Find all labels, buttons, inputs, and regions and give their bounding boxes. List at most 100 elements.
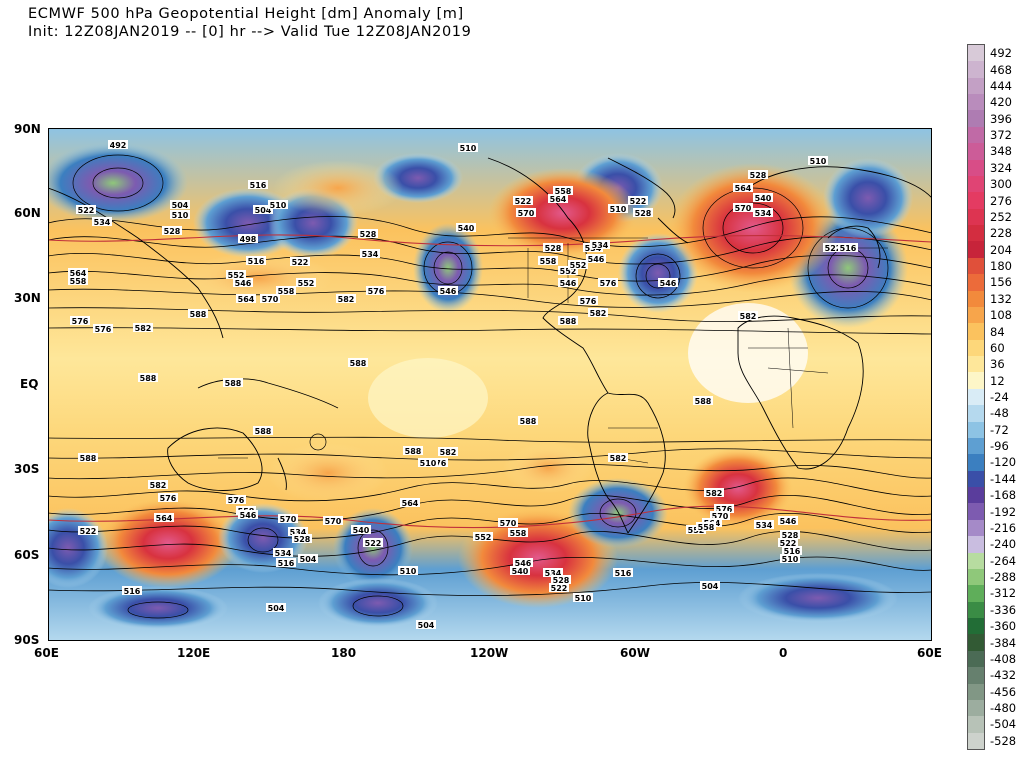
svg-text:558: 558: [278, 287, 295, 296]
colorbar-swatch: [968, 208, 984, 226]
svg-text:522: 522: [630, 197, 647, 206]
contour-label: 540: [351, 525, 371, 535]
svg-text:528: 528: [294, 535, 311, 544]
svg-text:492: 492: [110, 141, 127, 150]
contour-label: 558: [538, 256, 558, 266]
contour-label: 540: [510, 566, 530, 576]
contour-label: 552: [473, 532, 493, 542]
svg-text:546: 546: [515, 559, 532, 568]
colorbar-label: -312: [990, 586, 1017, 601]
svg-text:588: 588: [140, 374, 157, 383]
colorbar-swatch: [968, 437, 984, 455]
contour-label: 546: [513, 558, 533, 568]
colorbar-label: -504: [990, 717, 1017, 732]
svg-text:552: 552: [228, 271, 245, 280]
colorbar-label: 348: [990, 144, 1012, 159]
svg-text:510: 510: [782, 555, 799, 564]
contour-label: 582: [133, 323, 153, 333]
svg-text:510: 510: [270, 201, 287, 210]
contour-label: 510: [808, 156, 828, 166]
reference-contour: [48, 234, 932, 529]
colorbar-label: -120: [990, 455, 1017, 470]
svg-text:564: 564: [550, 195, 567, 204]
contour-label: 534: [543, 568, 563, 578]
contour-label: 588: [138, 373, 158, 383]
colorbar-swatch: [968, 61, 984, 79]
colorbar-label: 492: [990, 46, 1012, 61]
colorbar-label: 36: [990, 357, 1005, 372]
svg-text:510: 510: [460, 144, 477, 153]
svg-text:576: 576: [368, 287, 385, 296]
contour-label: 576: [70, 316, 90, 326]
svg-text:498: 498: [240, 235, 257, 244]
contour-label: 588: [348, 358, 368, 368]
svg-text:516: 516: [840, 244, 857, 253]
contour-label: 588: [188, 309, 208, 319]
colorbar-label: 324: [990, 160, 1012, 175]
colorbar-swatch: [968, 225, 984, 242]
contour-label: 588: [78, 453, 98, 463]
svg-text:504: 504: [702, 582, 719, 591]
svg-text:510: 510: [400, 567, 417, 576]
colorbar-label: 300: [990, 177, 1012, 192]
land-borders: [218, 237, 888, 464]
contour-label: 588: [253, 426, 273, 436]
svg-text:552: 552: [298, 279, 315, 288]
contour-labels: 492 522 534 528 504 510 516 504 510 498 …: [68, 140, 858, 630]
svg-text:558: 558: [698, 523, 715, 532]
svg-text:546: 546: [780, 517, 797, 526]
colorbar-label: 252: [990, 209, 1012, 224]
contour-label: 588: [693, 396, 713, 406]
colorbar-swatch: [968, 683, 984, 701]
colorbar-label: -168: [990, 488, 1017, 503]
svg-text:570: 570: [735, 204, 752, 213]
contour-label: 504: [170, 200, 190, 210]
colorbar-swatch: [968, 274, 984, 292]
colorbar-label: -48: [990, 406, 1009, 421]
svg-text:516: 516: [278, 559, 295, 568]
contour-label: 576: [226, 495, 246, 505]
colorbar-label: -264: [990, 553, 1017, 568]
colorbar-label: -96: [990, 439, 1009, 454]
colorbar-label: 180: [990, 259, 1012, 274]
contour-label: 582: [588, 308, 608, 318]
svg-text:582: 582: [150, 481, 167, 490]
svg-text:546: 546: [588, 255, 605, 264]
lon-label-120w: 120W: [470, 646, 509, 660]
svg-text:582: 582: [740, 312, 757, 321]
contour-label: 540: [753, 193, 773, 203]
svg-text:534: 534: [275, 549, 292, 558]
contour-label: 552: [558, 266, 578, 276]
svg-text:528: 528: [553, 576, 570, 585]
svg-text:534: 534: [755, 209, 772, 218]
svg-text:522: 522: [825, 244, 842, 253]
colorbar-label: 468: [990, 62, 1012, 77]
colorbar-swatch: [968, 454, 984, 472]
contour-label: 516: [613, 568, 633, 578]
svg-text:582: 582: [338, 295, 355, 304]
contour-label: 546: [438, 286, 458, 296]
svg-text:552: 552: [560, 267, 577, 276]
svg-text:510: 510: [172, 211, 189, 220]
coastlines: [48, 157, 932, 534]
colorbar-label: -24: [990, 390, 1009, 404]
svg-text:570: 570: [500, 519, 517, 528]
contour-label: 534: [754, 520, 774, 530]
colorbar-label: 444: [990, 78, 1012, 93]
svg-text:576: 576: [580, 297, 597, 306]
contour-label: 588: [558, 316, 578, 326]
contour-label: 570: [278, 514, 298, 524]
svg-text:516: 516: [250, 181, 267, 190]
contour-label: 510: [268, 200, 288, 210]
contour-label: 570: [498, 518, 518, 528]
contour-label: 516: [782, 546, 802, 556]
contour-label: 576: [578, 296, 598, 306]
svg-text:540: 540: [755, 194, 772, 203]
contour-label: 582: [608, 453, 628, 463]
svg-text:504: 504: [300, 555, 317, 564]
colorbar-swatch: [968, 241, 984, 259]
svg-text:588: 588: [255, 427, 272, 436]
svg-text:570: 570: [325, 517, 342, 526]
contour-label: 528: [780, 530, 800, 540]
svg-text:558: 558: [510, 529, 527, 538]
